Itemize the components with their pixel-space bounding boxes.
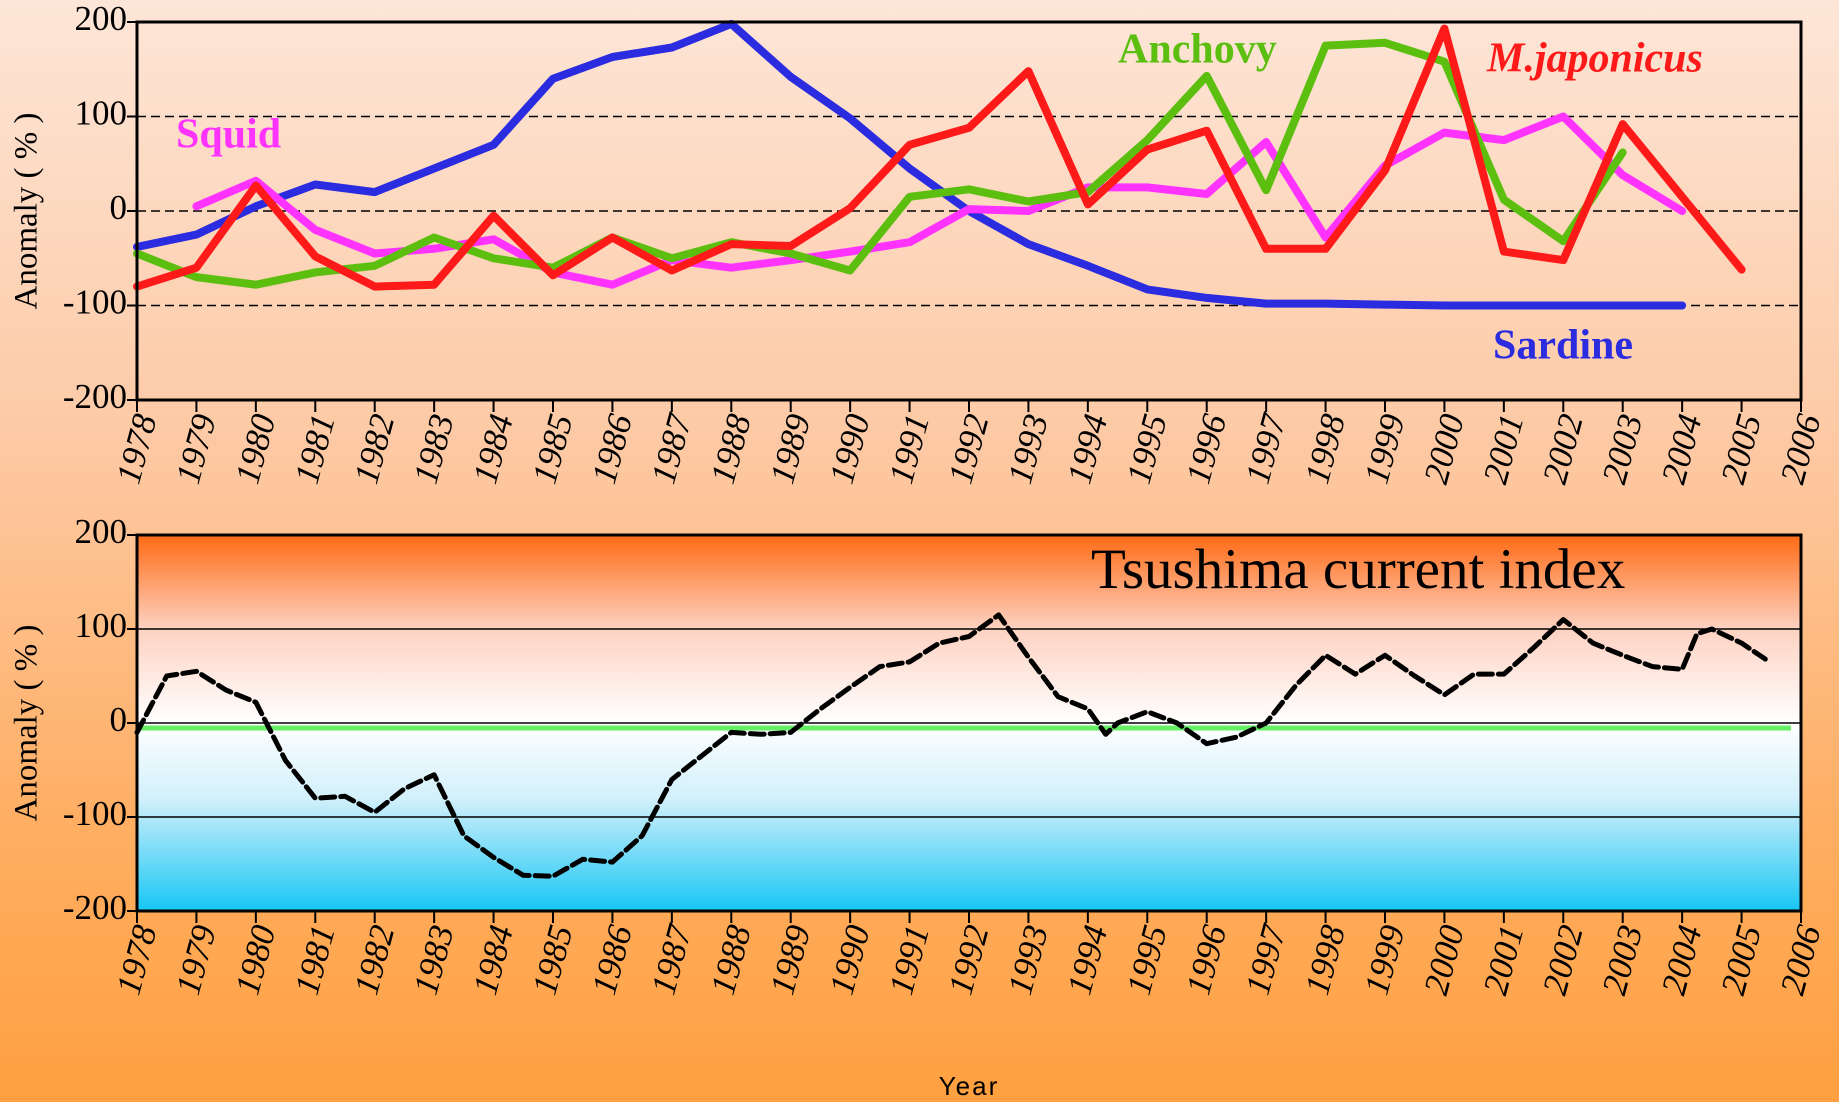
x-tick-label: 2002: [1535, 921, 1591, 999]
x-tick-label: 1992: [941, 921, 997, 999]
x-tick-label: 1987: [644, 409, 700, 488]
x-tick-label: 1998: [1297, 921, 1353, 999]
x-tick-label: 1994: [1060, 921, 1116, 999]
x-tick-label: 2004: [1654, 410, 1710, 488]
x-tick-label: 1994: [1060, 410, 1116, 488]
x-tick-label: 1991: [881, 921, 937, 999]
x-tick-label: 2004: [1654, 921, 1710, 999]
x-tick-label: 1982: [346, 921, 402, 999]
x-tick-label: 1990: [822, 921, 878, 999]
series-label: Squid: [176, 112, 281, 158]
x-tick-label: 1995: [1119, 921, 1175, 999]
series-label: M.japonicus: [1486, 36, 1703, 82]
y-tick-label: 200: [75, 0, 128, 38]
series-label: Anchovy: [1118, 27, 1277, 73]
y-axis-label: Anomaly ( % ): [9, 624, 45, 821]
plot-frame: [135, 20, 1803, 402]
y-tick-label: -200: [63, 377, 127, 416]
x-tick-label: 2002: [1535, 410, 1591, 488]
x-tick-label: 1999: [1357, 410, 1413, 488]
x-tick-label: 1984: [465, 410, 521, 488]
x-tick-label: 1985: [525, 921, 581, 999]
x-tick-label: 1990: [822, 410, 878, 488]
x-tick-label: 1978: [109, 921, 165, 999]
x-tick-label: 1982: [346, 410, 402, 488]
x-tick-label: 2005: [1713, 410, 1769, 488]
x-tick-label: 1998: [1297, 410, 1353, 488]
series-line: [133, 19, 1687, 310]
series-line: [134, 612, 1768, 879]
x-tick-label: 1988: [703, 921, 759, 999]
series-line: [133, 38, 1627, 289]
x-tick-label: 2001: [1476, 410, 1532, 488]
x-tick-label: 1980: [228, 921, 284, 999]
y-tick-label: 100: [75, 606, 128, 645]
x-tick-label: 1995: [1119, 410, 1175, 488]
y-tick-label: 0: [110, 188, 128, 227]
x-tick-label: 1987: [644, 920, 700, 999]
x-tick-label: 1992: [941, 410, 997, 488]
x-tick-label: 2000: [1416, 410, 1472, 488]
y-axis-label: Anomaly ( % ): [9, 112, 45, 309]
x-tick-label: 1979: [168, 921, 224, 999]
x-tick-label: 1984: [465, 921, 521, 999]
x-tick-label: 2003: [1594, 410, 1650, 488]
x-tick-label: 1979: [168, 410, 224, 488]
x-tick-label: 1997: [1238, 409, 1294, 488]
x-tick-label: 1997: [1238, 920, 1294, 999]
x-tick-label: 1983: [406, 921, 462, 999]
x-tick-label: 1993: [1000, 921, 1056, 999]
x-tick-label: 2006: [1773, 921, 1829, 999]
x-tick-label: 2001: [1476, 921, 1532, 999]
x-tick-label: 2006: [1773, 410, 1829, 488]
x-tick-label: 1983: [406, 410, 462, 488]
chart-title: Tsushima current index: [1091, 538, 1625, 601]
y-tick-label: 200: [75, 512, 128, 551]
series-label: Sardine: [1493, 323, 1633, 369]
x-tick-label: 1978: [109, 410, 165, 488]
x-tick-label: 1986: [584, 921, 640, 999]
x-tick-label: 2000: [1416, 921, 1472, 999]
x-tick-label: 1981: [287, 921, 343, 999]
x-tick-label: 1986: [584, 410, 640, 488]
y-tick-label: 100: [75, 94, 128, 133]
x-tick-label: 2005: [1713, 921, 1769, 999]
x-tick-label: 1985: [525, 410, 581, 488]
x-tick-label: 1989: [762, 921, 818, 999]
x-axis-label: Year: [939, 1071, 1000, 1101]
y-tick-label: -100: [63, 283, 127, 322]
x-tick-label: 1993: [1000, 410, 1056, 488]
x-tick-label: 1988: [703, 410, 759, 488]
x-tick-label: 2003: [1594, 921, 1650, 999]
x-tick-label: 1981: [287, 410, 343, 488]
x-tick-label: 1989: [762, 410, 818, 488]
plot-frame: [135, 533, 1803, 913]
series-line: [133, 24, 1746, 291]
x-tick-label: 1991: [881, 410, 937, 488]
x-tick-label: 1996: [1178, 921, 1234, 999]
y-tick-label: -100: [63, 794, 127, 833]
x-tick-label: 1999: [1357, 921, 1413, 999]
series-line: [192, 112, 1687, 289]
y-tick-label: 0: [110, 700, 128, 739]
x-tick-label: 1980: [228, 410, 284, 488]
y-tick-label: -200: [63, 888, 127, 927]
x-tick-label: 1996: [1178, 410, 1234, 488]
